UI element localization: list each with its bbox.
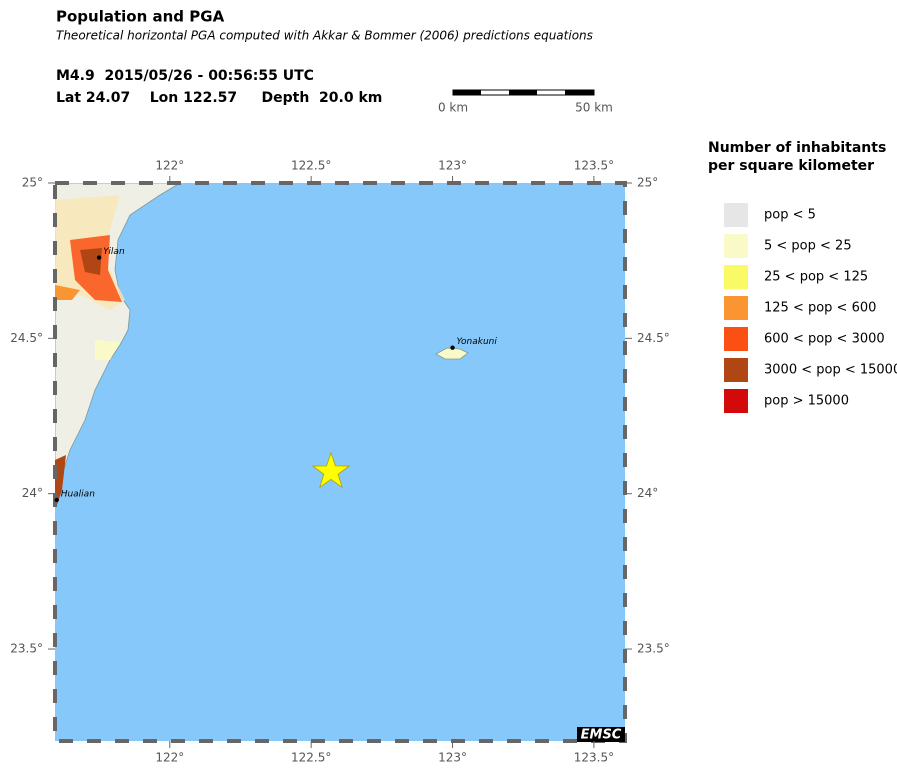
scale-bar: 0 km 50 km: [438, 89, 613, 115]
city-dot: [54, 497, 59, 503]
population-area: [55, 455, 66, 505]
lon-tick-label: 122°: [155, 159, 184, 173]
legend-label: 5 < pop < 25: [764, 239, 852, 254]
legend-label: 25 < pop < 125: [764, 270, 868, 285]
scale-label: 50 km: [575, 101, 613, 115]
scale-label: 0 km: [438, 101, 468, 115]
lon-tick-label: 123.5°: [574, 751, 614, 765]
lat-tick-label: 24.5°: [10, 331, 43, 345]
lat-tick-label: 23.5°: [637, 642, 670, 656]
legend-title: Number of inhabitants: [708, 140, 886, 156]
lon-tick-label: 122.5°: [291, 159, 331, 173]
legend-label: pop < 5: [764, 208, 816, 223]
title: Population and PGA: [56, 8, 225, 26]
sea: [55, 183, 625, 741]
lat-tick-label: 25°: [637, 176, 658, 190]
legend-swatch: [724, 234, 748, 258]
lon-tick-label: 123°: [438, 751, 467, 765]
legend-swatch: [724, 265, 748, 289]
scale-segment: [509, 90, 537, 95]
lat-tick-label: 25°: [22, 176, 43, 190]
city-dot: [450, 345, 455, 350]
legend-label: pop > 15000: [764, 394, 849, 409]
map-frame: [53, 181, 627, 743]
lon-tick-label: 122.5°: [291, 751, 331, 765]
legend-swatch: [724, 327, 748, 351]
map-area: [55, 183, 625, 741]
lon-tick-label: 122°: [155, 751, 184, 765]
city-label: Yilan: [103, 247, 125, 257]
legend-label: 125 < pop < 600: [764, 301, 876, 316]
legend-label: 600 < pop < 3000: [764, 332, 885, 347]
epicenter: [311, 451, 351, 489]
legend-swatch: [724, 358, 748, 382]
lon-tick-label: 123.5°: [574, 159, 614, 173]
city-label: Hualian: [61, 489, 96, 499]
legend-swatch: [724, 389, 748, 413]
scale-segment: [565, 90, 594, 95]
city-label: Yonakuni: [457, 337, 498, 347]
legend-label: 3000 < pop < 15000: [764, 363, 897, 378]
credit: EMSC: [581, 728, 622, 743]
city-dot: [96, 255, 102, 260]
subtitle: Theoretical horizontal PGA computed with…: [56, 29, 593, 43]
population-area: [55, 285, 80, 300]
location-info: Lat 24.07 Lon 122.57 Depth 20.0 km: [56, 90, 382, 106]
event-info: M4.9 2015/05/26 - 00:56:55 UTC: [56, 68, 314, 84]
lon-tick-label: 123°: [438, 159, 467, 173]
island: [435, 347, 469, 360]
population-area: [80, 248, 102, 275]
lat-tick-label: 24°: [637, 486, 658, 500]
legend-swatch: [724, 296, 748, 320]
credit-box: [577, 727, 625, 742]
lat-tick-label: 24.5°: [637, 331, 670, 345]
legend-swatch: [724, 203, 748, 227]
legend-title: per square kilometer: [708, 158, 874, 174]
scale-segment: [453, 90, 481, 95]
lat-tick-label: 23.5°: [10, 642, 43, 656]
population-area: [95, 340, 120, 360]
lat-tick-label: 24°: [22, 486, 43, 500]
